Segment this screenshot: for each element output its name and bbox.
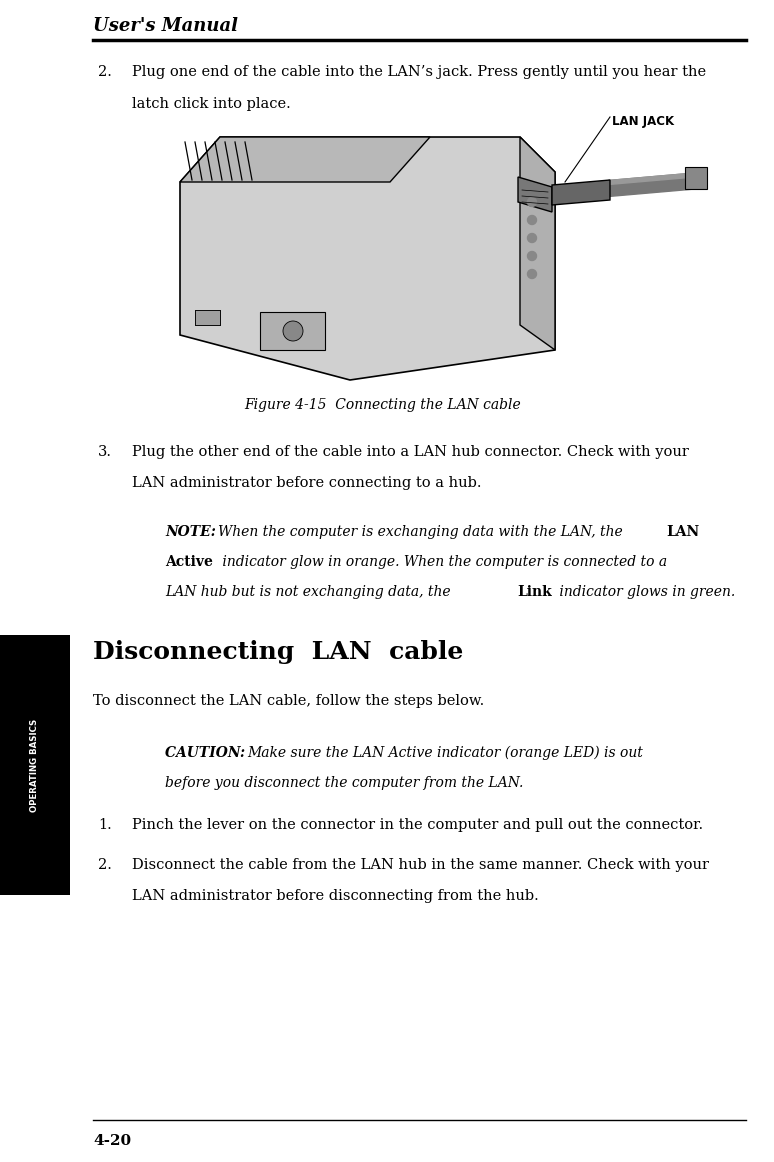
Bar	[0, 634, 70, 895]
Text: 2.: 2.	[98, 858, 112, 872]
Text: Make sure the LAN Active indicator (orange LED) is out: Make sure the LAN Active indicator (oran…	[247, 746, 643, 760]
Circle shape	[528, 270, 536, 279]
Text: before you disconnect the computer from the LAN.: before you disconnect the computer from …	[165, 776, 523, 790]
Polygon shape	[520, 137, 555, 350]
Bar	[685, 167, 707, 189]
Text: 3.: 3.	[98, 445, 112, 459]
Circle shape	[528, 234, 536, 243]
Text: 1.: 1.	[98, 818, 111, 832]
Text: Disconnect the cable from the LAN hub in the same manner. Check with your: Disconnect the cable from the LAN hub in…	[132, 858, 709, 872]
Text: OPERATING BASICS: OPERATING BASICS	[30, 718, 39, 811]
Text: indicator glow in orange. When the computer is connected to a: indicator glow in orange. When the compu…	[218, 555, 668, 569]
Text: indicator glows in green.: indicator glows in green.	[555, 584, 735, 598]
Circle shape	[283, 321, 303, 340]
Text: Plug the other end of the cable into a LAN hub connector. Check with your: Plug the other end of the cable into a L…	[132, 445, 689, 459]
Polygon shape	[552, 180, 610, 205]
Bar	[195, 310, 220, 325]
Bar	[195, 310, 220, 325]
Circle shape	[528, 251, 536, 260]
Text: Plug one end of the cable into the LAN’s jack. Press gently until you hear the: Plug one end of the cable into the LAN’s…	[132, 65, 706, 79]
Text: LAN administrator before disconnecting from the hub.: LAN administrator before disconnecting f…	[132, 889, 539, 903]
Text: 4-20: 4-20	[93, 1134, 131, 1148]
Text: Active: Active	[165, 555, 213, 569]
Text: To disconnect the LAN cable, follow the steps below.: To disconnect the LAN cable, follow the …	[93, 694, 485, 708]
Text: Link: Link	[517, 584, 552, 598]
Text: LAN hub but is not exchanging data, the: LAN hub but is not exchanging data, the	[165, 584, 455, 598]
Text: When the computer is exchanging data with the LAN, the: When the computer is exchanging data wit…	[218, 525, 628, 539]
Text: LAN administrator before connecting to a hub.: LAN administrator before connecting to a…	[132, 476, 481, 490]
Text: Figure 4-15  Connecting the LAN cable: Figure 4-15 Connecting the LAN cable	[244, 399, 521, 413]
Text: Disconnecting  LAN  cable: Disconnecting LAN cable	[93, 640, 464, 664]
Bar	[260, 313, 325, 350]
Text: NOTE:: NOTE:	[165, 525, 221, 539]
Text: latch click into place.: latch click into place.	[132, 96, 291, 112]
Text: CAUTION:: CAUTION:	[165, 746, 250, 760]
Text: LAN JACK: LAN JACK	[612, 115, 674, 128]
Text: User's Manual: User's Manual	[93, 17, 238, 35]
Circle shape	[528, 215, 536, 224]
Bar	[155, 122, 610, 390]
Polygon shape	[180, 137, 430, 182]
Text: Pinch the lever on the connector in the computer and pull out the connector.: Pinch the lever on the connector in the …	[132, 818, 703, 832]
Text: LAN: LAN	[666, 525, 700, 539]
Text: 2.: 2.	[98, 65, 112, 79]
Polygon shape	[518, 177, 552, 211]
Polygon shape	[180, 137, 555, 380]
Circle shape	[528, 198, 536, 207]
Bar	[195, 310, 220, 325]
